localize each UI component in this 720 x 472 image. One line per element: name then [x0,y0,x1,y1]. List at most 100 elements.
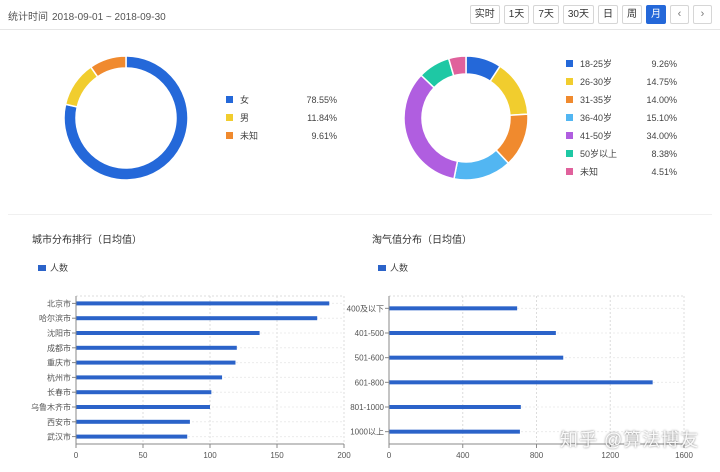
age-donut-legend-value-6: 4.51% [651,167,677,177]
period-button-day[interactable]: 日 [598,5,618,24]
gender-donut-legend-label-1: 男 [240,113,249,123]
age-donut-legend-value-4: 34.00% [646,131,677,141]
age-donut-slice-3 [453,149,510,181]
city-bar-bar-1 [76,316,318,321]
city-bar-category-label-0: 北京市 [47,298,71,308]
age-donut-legend-swatch-3 [566,114,573,121]
city-bar-xtick-label-4: 200 [337,451,351,460]
city-bar-category-label-3: 成都市 [47,343,71,353]
naughty-bar-xtick-label-2: 800 [530,451,544,460]
city-bar-category-label-2: 沈阳市 [47,328,71,338]
chevron-right-icon: › [700,8,705,20]
naughty-bar-category-label-2: 501-600 [355,354,385,363]
gender-donut-legend-swatch-0 [226,96,233,103]
prev-period-button[interactable]: ‹ [670,5,689,24]
age-donut-legend-label-6: 未知 [580,166,598,177]
gender-donut-legend-label-0: 女 [240,94,249,105]
city-bar-xtick-label-2: 100 [203,451,217,460]
age-donut-legend-label-2: 31-35岁 [580,94,612,105]
city-bar-bar-5 [76,375,223,380]
city-bar-legend-swatch [38,265,46,271]
city-bar-title: 城市分布排行（日均值） [32,233,142,246]
age-donut-slice-4 [403,74,459,180]
age-donut-legend-value-1: 14.75% [646,77,677,87]
age-donut-legend-label-3: 36-40岁 [580,112,612,123]
period-button-7day[interactable]: 7天 [533,5,559,24]
naughty-bar-category-label-4: 801-1000 [350,403,384,412]
age-donut-slice-1 [489,65,529,117]
city-bar-category-label-5: 杭州市 [47,372,71,382]
city-bar-xtick-label-1: 50 [139,451,148,460]
city-bar-bar-2 [76,331,260,335]
period-button-week[interactable]: 周 [622,5,642,24]
naughty-bar-title: 淘气值分布（日均值） [372,233,472,246]
chevron-left-icon: ‹ [677,8,682,20]
gender-donut-legend-label-2: 未知 [240,130,258,141]
gender-donut-legend-swatch-1 [226,114,233,121]
period-button-realtime[interactable]: 实时 [469,5,500,24]
city-bar-bar-4 [76,360,236,365]
naughty-bar-bar-3 [389,380,653,385]
age-donut-legend-swatch-2 [566,96,573,103]
naughty-bar-xtick-label-0: 0 [387,451,392,460]
age-donut-legend-value-5: 8.38% [651,149,677,159]
naughty-bar-bar-1 [389,331,556,335]
age-donut-legend-label-4: 41-50岁 [580,130,612,141]
period-button-1day[interactable]: 1天 [503,5,530,24]
naughty-bar-category-label-0: 400及以下 [347,304,384,313]
city-bar-category-label-6: 长春市 [47,387,71,397]
city-bar-bar-7 [76,405,210,409]
age-donut-legend-value-2: 14.00% [646,95,677,105]
naughty-bar-category-label-3: 601-800 [355,378,385,387]
city-bar-category-label-9: 武汉市 [47,432,71,442]
next-period-button[interactable]: › [693,5,712,24]
naughty-bar-xtick-label-4: 1600 [675,451,693,460]
city-bar-bar-3 [76,345,237,350]
naughty-bar-bar-4 [389,405,521,409]
gender-donut-legend-value-2: 9.61% [311,131,337,141]
watermark: 知乎 @算法博友 [560,430,700,450]
top-toolbar: 统计时间 2018-09-01 ~ 2018-09-30 实时 1天 7天 30天… [0,0,720,30]
date-range-label: 统计时间 [8,12,48,23]
naughty-bar-category-label-1: 401-500 [355,329,385,338]
age-donut-legend-value-3: 15.10% [646,113,677,123]
gender-donut-slice-2 [89,55,127,78]
age-donut-legend-swatch-1 [566,78,573,85]
city-bar-bar-0 [76,301,330,306]
age-donut-legend-swatch-6 [566,168,573,175]
age-donut-legend-swatch-0 [566,60,573,67]
age-donut-legend-swatch-4 [566,132,573,139]
naughty-bar-bar-5 [389,429,520,434]
city-bar-xtick-label-0: 0 [74,451,79,460]
city-bar-category-label-4: 重庆市 [47,358,71,368]
naughty-bar-bar-0 [389,306,518,311]
age-donut-slice-6 [447,55,467,77]
naughty-bar-legend-swatch [378,265,386,271]
gender-donut-slice-1 [64,65,99,108]
city-bar-category-label-1: 哈尔滨市 [39,313,71,323]
city-bar-bar-6 [76,390,212,395]
age-donut-legend-label-1: 26-30岁 [580,76,612,87]
gender-donut-legend-swatch-2 [226,132,233,139]
period-button-30day[interactable]: 30天 [562,5,594,24]
city-bar-legend-label: 人数 [50,262,68,273]
city-bar-xtick-label-3: 150 [270,451,284,460]
age-donut-legend-label-5: 50岁以上 [580,148,617,159]
naughty-bar-bar-2 [389,355,564,360]
date-range-value: 2018-09-01 ~ 2018-09-30 [52,12,166,23]
city-bar-bar-8 [76,419,190,424]
date-range: 统计时间 2018-09-01 ~ 2018-09-30 [8,8,170,23]
period-button-month[interactable]: 月 [646,5,666,24]
age-donut-legend-value-0: 9.26% [651,59,677,69]
naughty-bar-xtick-label-3: 1200 [601,451,619,460]
gender-donut-legend-value-0: 78.55% [306,95,337,105]
city-bar-category-label-7: 乌鲁木齐市 [31,402,71,412]
naughty-bar-legend-label: 人数 [390,262,408,273]
gender-donut-slice-0 [63,55,189,181]
naughty-bar-xtick-label-1: 400 [456,451,470,460]
period-button-group: 实时 1天 7天 30天 日 周 月 ‹ › [469,5,712,24]
naughty-bar-category-label-5: 1000以上 [350,428,384,437]
age-donut-legend-swatch-5 [566,150,573,157]
section-divider [8,214,712,215]
